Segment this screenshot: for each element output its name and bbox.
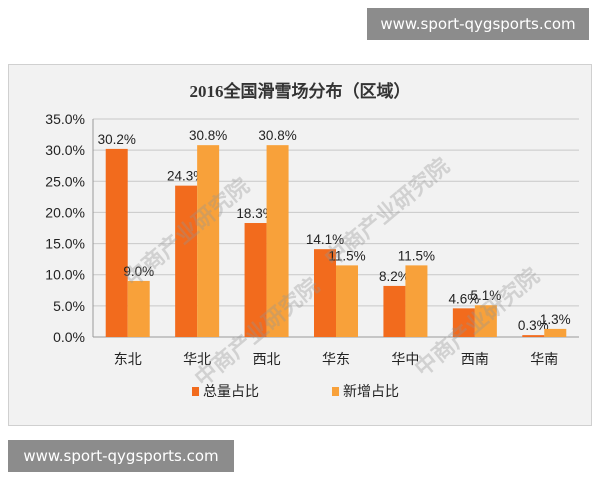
data-label: 30.2% xyxy=(98,132,136,147)
legend-label: 总量占比 xyxy=(203,383,259,399)
legend-swatch xyxy=(192,387,199,396)
data-label: 9.0% xyxy=(123,264,154,279)
bar xyxy=(544,328,567,337)
data-label: 18.3% xyxy=(236,206,274,221)
x-tick-label: 华北 xyxy=(183,351,211,367)
y-tick-label: 5.0% xyxy=(53,298,85,314)
data-label: 11.5% xyxy=(328,248,365,263)
watermark-top: www.sport-qygsports.com xyxy=(367,8,589,40)
bar xyxy=(266,145,289,337)
data-label: 4.6% xyxy=(448,291,479,306)
bar xyxy=(197,145,220,337)
x-tick-label: 西南 xyxy=(461,351,489,367)
legend-swatch xyxy=(332,387,339,396)
chart-frame: 2016全国滑雪场分布（区域） 0.0% 5.0% 10.0% 15.0% 20.0% 25… xyxy=(8,64,592,426)
chart-title: 2016全国滑雪场分布（区域） xyxy=(190,81,411,101)
bar xyxy=(175,185,198,337)
bar xyxy=(452,308,475,337)
data-label: 5.1% xyxy=(470,288,501,303)
data-label: 0.3% xyxy=(518,318,549,333)
y-tick-label: 25.0% xyxy=(45,173,85,189)
x-tick-label: 华南 xyxy=(530,351,558,367)
bar xyxy=(127,280,150,337)
legend-label: 新增占比 xyxy=(343,383,399,399)
bar xyxy=(474,305,497,337)
data-label: 24.3% xyxy=(167,169,205,184)
y-tick-label: 0.0% xyxy=(53,329,85,345)
data-label: 30.8% xyxy=(189,128,227,143)
data-label: 8.2% xyxy=(379,269,410,284)
y-tick-label: 35.0% xyxy=(45,111,85,127)
data-label: 11.5% xyxy=(398,248,435,263)
x-tick-label: 东北 xyxy=(114,351,142,367)
watermark-bottom: www.sport-qygsports.com xyxy=(8,440,234,472)
y-tick-label: 15.0% xyxy=(45,236,85,252)
y-tick-label: 20.0% xyxy=(45,204,85,220)
bar xyxy=(336,265,358,337)
bar xyxy=(405,265,428,337)
chart: 2016全国滑雪场分布（区域） 0.0% 5.0% 10.0% 15.0% 20.0% 25… xyxy=(45,81,579,399)
y-tick-label: 30.0% xyxy=(45,142,85,158)
bar xyxy=(314,249,336,337)
bar xyxy=(522,335,545,337)
x-tick-label: 华东 xyxy=(322,351,350,367)
x-tick-label: 华中 xyxy=(391,351,419,367)
x-tick-label: 西北 xyxy=(253,351,281,367)
bar xyxy=(244,223,267,337)
y-tick-label: 10.0% xyxy=(45,267,85,283)
bar xyxy=(105,148,128,337)
data-label: 14.1% xyxy=(306,232,344,247)
data-label: 30.8% xyxy=(258,128,296,143)
bar xyxy=(383,285,406,337)
data-label: 1.3% xyxy=(540,312,571,327)
